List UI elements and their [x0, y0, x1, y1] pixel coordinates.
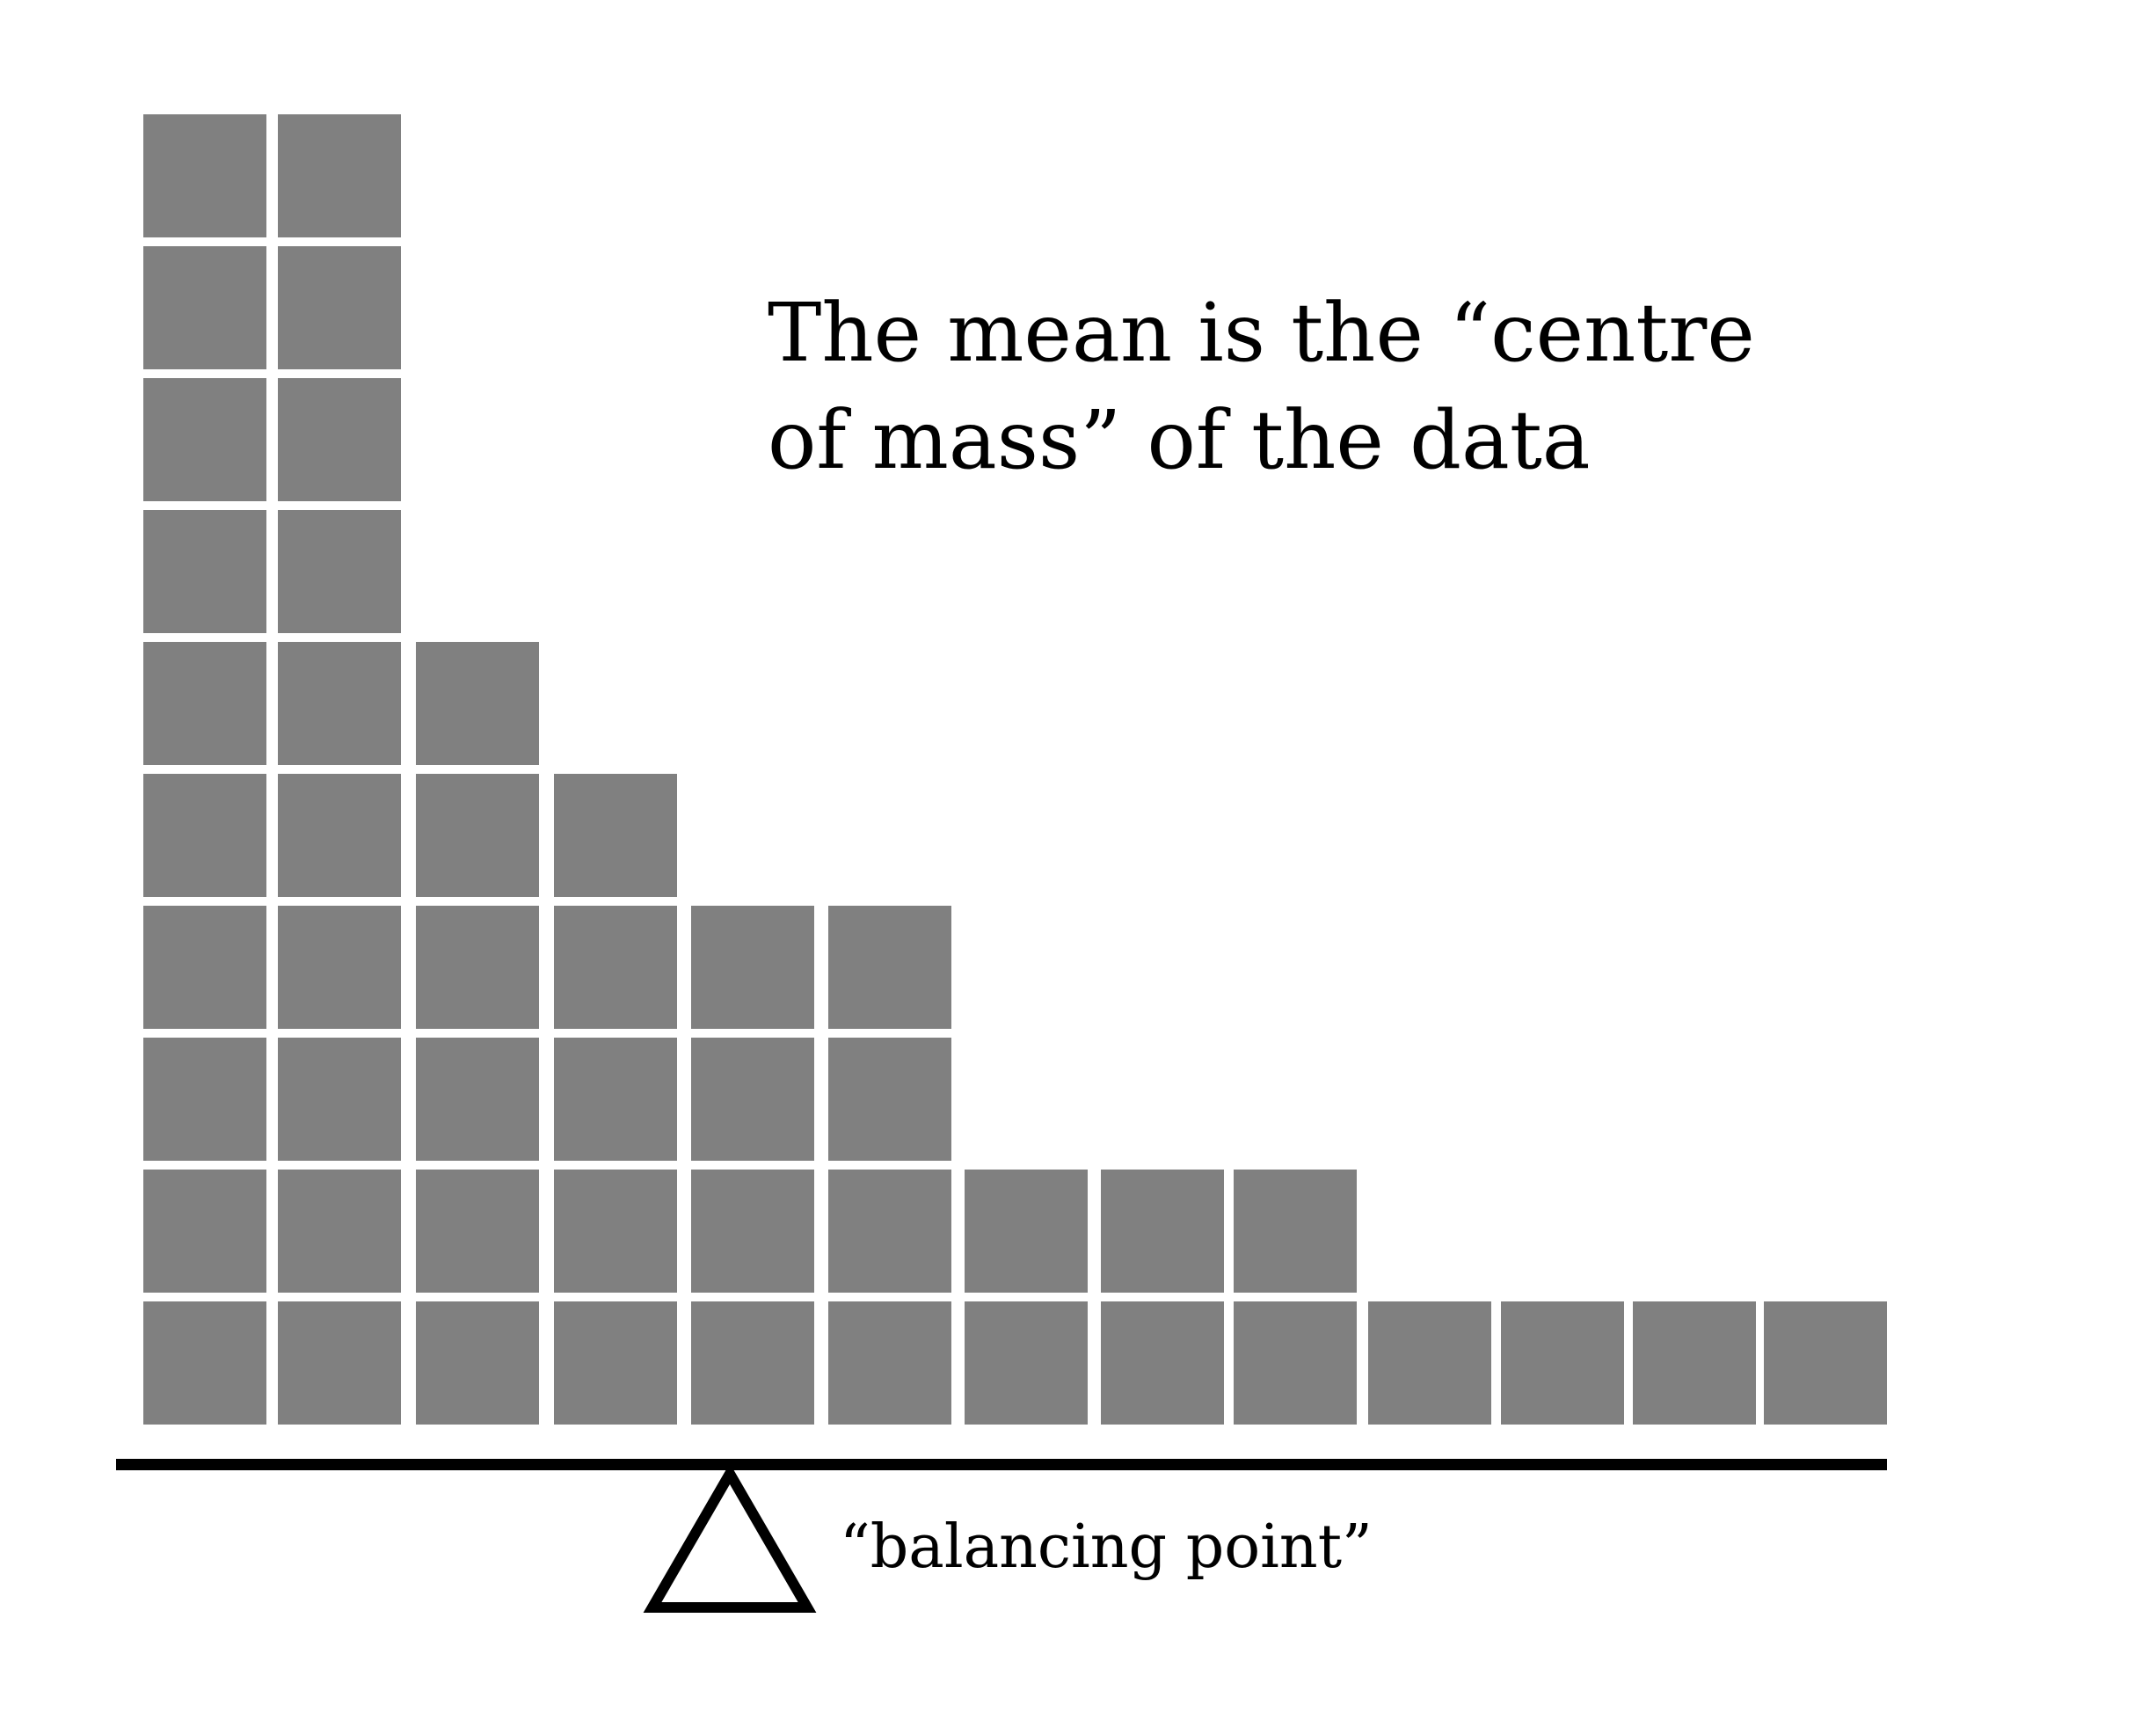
data-block	[554, 1301, 677, 1425]
data-block	[143, 114, 266, 237]
data-block	[1234, 1170, 1357, 1293]
data-block	[1633, 1301, 1756, 1425]
data-block	[143, 1170, 266, 1293]
data-block	[965, 1301, 1088, 1425]
data-block	[278, 510, 401, 633]
data-block	[278, 378, 401, 501]
data-block	[416, 774, 539, 897]
data-block	[965, 1170, 1088, 1293]
data-block	[143, 246, 266, 369]
data-block	[143, 642, 266, 765]
data-block	[278, 1170, 401, 1293]
data-block	[828, 906, 951, 1029]
data-block	[416, 642, 539, 765]
title-line-2: of mass” of the data	[768, 393, 1591, 487]
data-block	[416, 1301, 539, 1425]
data-block	[828, 1038, 951, 1161]
data-block	[1764, 1301, 1887, 1425]
data-block	[554, 1038, 677, 1161]
data-block	[691, 1170, 814, 1293]
data-block	[554, 1170, 677, 1293]
title-line-1: The mean is the “centre	[768, 286, 1755, 380]
data-block	[691, 1301, 814, 1425]
data-block	[1101, 1301, 1224, 1425]
data-block	[143, 906, 266, 1029]
data-block	[1368, 1301, 1491, 1425]
diagram-title: The mean is the “centre of mass” of the …	[768, 280, 1911, 494]
data-block	[554, 906, 677, 1029]
data-block	[278, 906, 401, 1029]
data-block	[278, 774, 401, 897]
data-block	[828, 1301, 951, 1425]
data-block	[554, 774, 677, 897]
data-block	[828, 1170, 951, 1293]
fulcrum-triangle-icon	[643, 1467, 817, 1613]
data-block	[278, 1038, 401, 1161]
data-block	[143, 510, 266, 633]
data-block	[278, 1301, 401, 1425]
data-block	[1101, 1170, 1224, 1293]
data-block	[1234, 1301, 1357, 1425]
data-block	[278, 642, 401, 765]
data-block	[691, 1038, 814, 1161]
balancing-point-label: “balancing point”	[840, 1512, 1373, 1582]
data-block	[416, 1170, 539, 1293]
data-block	[143, 774, 266, 897]
data-block	[278, 114, 401, 237]
data-block	[416, 1038, 539, 1161]
data-block	[143, 1301, 266, 1425]
data-block	[691, 906, 814, 1029]
data-block	[416, 906, 539, 1029]
data-block	[143, 1038, 266, 1161]
data-block	[278, 246, 401, 369]
balance-beam	[116, 1459, 1887, 1470]
data-block	[143, 378, 266, 501]
data-block	[1501, 1301, 1624, 1425]
